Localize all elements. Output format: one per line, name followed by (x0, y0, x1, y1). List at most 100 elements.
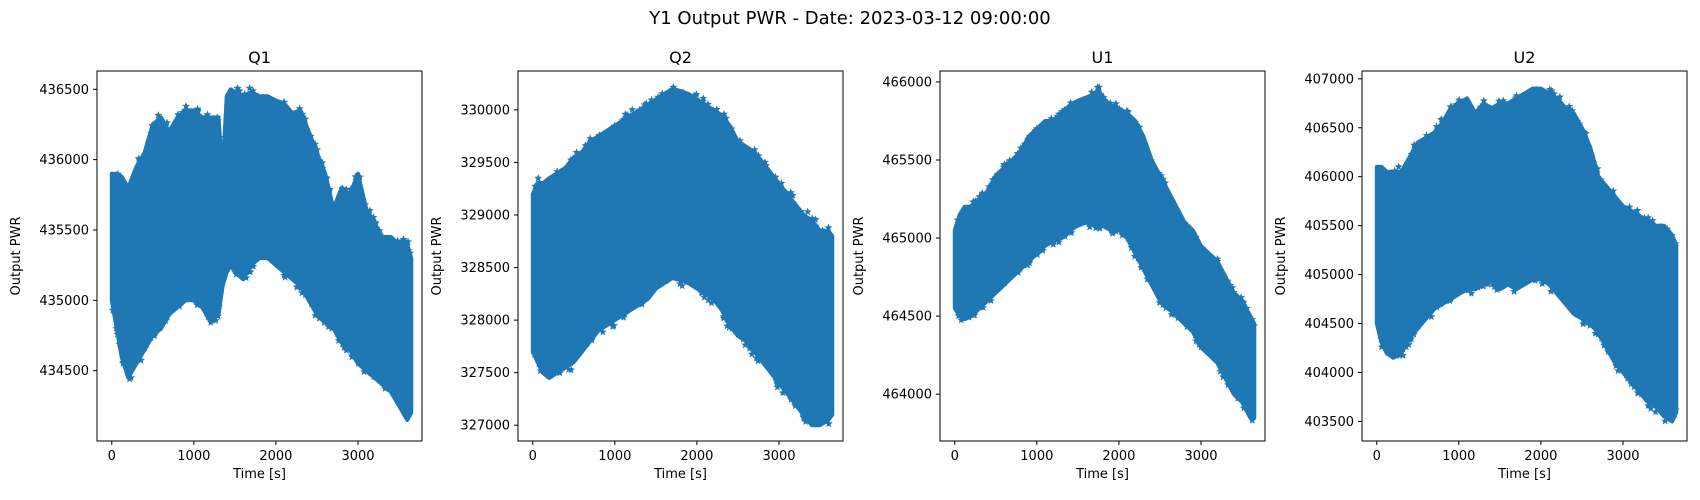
data-point (1147, 156, 1155, 165)
data-point (1446, 102, 1455, 111)
data-point (1481, 278, 1490, 286)
data-point (1564, 297, 1573, 305)
data-point (749, 347, 758, 356)
data-point (1555, 92, 1564, 101)
data-point (1407, 150, 1416, 158)
data-point (1044, 118, 1053, 127)
data-point (1105, 101, 1113, 110)
data-point (812, 226, 820, 234)
data-band (1374, 86, 1679, 424)
data-point (1191, 330, 1200, 339)
data-point (1538, 273, 1547, 281)
data-point (193, 300, 202, 309)
data-point (812, 221, 821, 230)
data-point (745, 340, 754, 349)
data-point (1531, 88, 1540, 97)
data-point (251, 91, 260, 99)
data-point (1127, 243, 1136, 251)
data-point (1488, 280, 1497, 288)
data-point (619, 313, 628, 321)
data-point (577, 343, 586, 352)
data-point (369, 213, 378, 221)
data-point (722, 314, 731, 323)
data-point (1091, 223, 1100, 232)
data-point (772, 376, 781, 385)
data-point (1609, 193, 1618, 201)
x-tick-label: 0 (951, 449, 959, 464)
data-point (807, 220, 816, 229)
data-point (247, 261, 256, 269)
data-point (720, 109, 728, 118)
x-tick-label: 1000 (177, 449, 210, 464)
y-tick-label: 404500 (1304, 317, 1354, 332)
data-point (1487, 108, 1496, 117)
data-point (692, 90, 701, 98)
data-point (329, 201, 338, 209)
data-point (1633, 206, 1642, 214)
data-point (536, 366, 545, 375)
y-tick-label: 404000 (1304, 366, 1354, 381)
y-tick-label: 407000 (1304, 72, 1354, 87)
data-point (1580, 318, 1589, 327)
data-point (1594, 329, 1603, 338)
data-point (148, 121, 157, 129)
data-point (1118, 231, 1127, 239)
data-point (1054, 112, 1063, 121)
data-point (1486, 105, 1495, 114)
data-band (530, 86, 835, 428)
data-point (301, 114, 310, 123)
data-point (1242, 404, 1251, 412)
data-point (986, 296, 995, 305)
data-point (1614, 366, 1622, 375)
data-point (1157, 293, 1165, 302)
data-point (607, 315, 615, 324)
data-point (756, 353, 765, 362)
data-point (1238, 297, 1247, 306)
panel-title: Q2 (669, 48, 692, 67)
data-point (1398, 345, 1407, 353)
data-point (700, 293, 709, 301)
data-point (620, 309, 629, 318)
panel-q2: 0 1000 2000 3000 327000 327500 328000 328500 329… (430, 48, 844, 482)
data-point (163, 118, 172, 127)
data-point (1572, 309, 1581, 318)
data-point (769, 177, 778, 185)
data-point (331, 324, 340, 332)
data-point (315, 314, 324, 322)
x-tick-label: 1000 (598, 449, 631, 464)
data-point (638, 300, 646, 308)
y-tick-label: 405000 (1304, 268, 1354, 283)
data-point (125, 374, 134, 383)
data-point (1597, 333, 1606, 342)
data-point (406, 249, 415, 257)
data-point (709, 106, 718, 114)
data-point (310, 142, 318, 150)
data-point (1671, 405, 1680, 414)
x-tick-label: 0 (529, 449, 537, 464)
data-point (294, 279, 303, 287)
data-point (534, 174, 543, 182)
data-point (1634, 389, 1643, 397)
data-point (321, 173, 330, 181)
data-point (1591, 329, 1600, 337)
data-point (1517, 279, 1526, 288)
data-series (952, 83, 1258, 424)
data-point (1643, 220, 1652, 229)
data-point (160, 120, 169, 128)
data-point (791, 401, 800, 410)
data-point (1455, 95, 1464, 104)
data-point (351, 172, 360, 181)
data-band (109, 87, 414, 422)
data-point (552, 173, 561, 182)
data-point (1637, 386, 1646, 394)
x-tick-label: 2000 (1102, 449, 1135, 464)
data-point (366, 368, 375, 377)
data-point (817, 231, 826, 239)
data-point (811, 215, 820, 223)
data-point (211, 316, 220, 324)
data-point (1394, 162, 1403, 171)
data-point (1099, 93, 1108, 101)
data-point (1112, 227, 1120, 235)
data-point (787, 395, 795, 403)
data-point (1425, 310, 1434, 318)
